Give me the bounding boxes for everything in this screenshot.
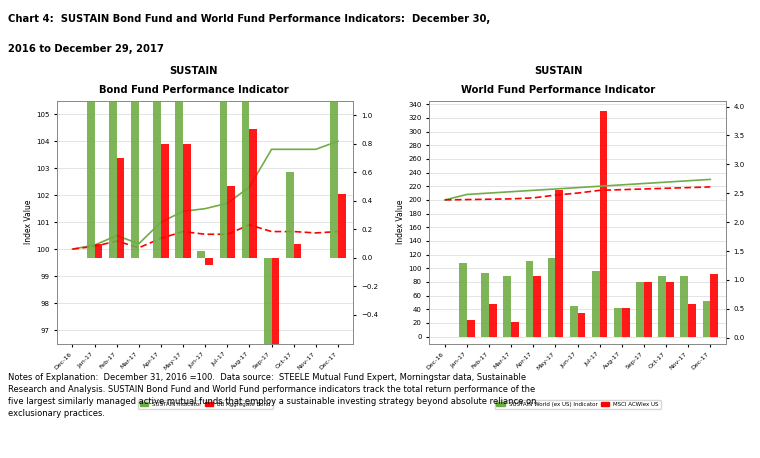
Bar <box>286 172 293 258</box>
Bar <box>467 320 475 337</box>
Bar <box>689 304 696 337</box>
Bar <box>600 111 607 337</box>
Bar <box>87 0 94 258</box>
Bar <box>622 308 629 337</box>
Bar <box>205 258 213 265</box>
Bar <box>680 277 689 337</box>
Bar <box>264 258 271 458</box>
Bar <box>592 271 600 337</box>
Bar <box>117 158 125 258</box>
Text: SUSTAIN: SUSTAIN <box>534 66 583 76</box>
Bar <box>293 244 302 258</box>
Legend: SUSTAIN World (ex US) Indicator, MSCI ACWIex US: SUSTAIN World (ex US) Indicator, MSCI AC… <box>495 400 660 409</box>
Bar <box>161 144 169 258</box>
Bar <box>658 277 666 337</box>
Bar <box>94 244 103 258</box>
Bar <box>702 301 711 337</box>
Bar <box>198 251 205 258</box>
Bar <box>249 129 257 258</box>
Bar <box>183 144 191 258</box>
Bar <box>330 0 338 258</box>
Text: Notes of Explanation:  December 31, 2016 =100.  Data source:  STEELE Mutual Fund: Notes of Explanation: December 31, 2016 … <box>8 373 536 418</box>
Bar <box>338 194 346 258</box>
Text: Chart 4:  SUSTAIN Bond Fund and World Fund Performance Indicators:  December 30,: Chart 4: SUSTAIN Bond Fund and World Fun… <box>8 14 490 24</box>
Bar <box>220 0 227 258</box>
Bar <box>556 190 563 337</box>
Bar <box>131 0 139 258</box>
Bar <box>534 277 541 337</box>
Bar <box>711 274 718 337</box>
Bar <box>644 282 651 337</box>
Bar <box>271 258 280 458</box>
Y-axis label: Index Value: Index Value <box>397 200 406 245</box>
Bar <box>570 306 578 337</box>
Legend: SUSTAIN Indicator, BB Aggregate Bond: SUSTAIN Indicator, BB Aggregate Bond <box>138 400 273 409</box>
Text: SUSTAIN: SUSTAIN <box>169 66 218 76</box>
Bar <box>227 186 235 258</box>
Text: 2016 to December 29, 2017: 2016 to December 29, 2017 <box>8 44 163 54</box>
Text: World Fund Performance Indicator: World Fund Performance Indicator <box>461 85 656 95</box>
Bar <box>154 0 161 258</box>
Bar <box>489 304 497 337</box>
Bar <box>636 282 644 337</box>
Bar <box>578 313 585 337</box>
Bar <box>109 0 117 258</box>
Bar <box>666 282 674 337</box>
Bar <box>459 263 467 337</box>
Text: Bond Fund Performance Indicator: Bond Fund Performance Indicator <box>99 85 289 95</box>
Bar <box>548 258 556 337</box>
Bar <box>526 262 534 337</box>
Bar <box>503 277 511 337</box>
Bar <box>614 308 622 337</box>
Bar <box>511 322 519 337</box>
Y-axis label: Index Value: Index Value <box>24 200 33 245</box>
Bar <box>481 273 489 337</box>
Bar <box>176 0 183 258</box>
Bar <box>242 0 249 258</box>
